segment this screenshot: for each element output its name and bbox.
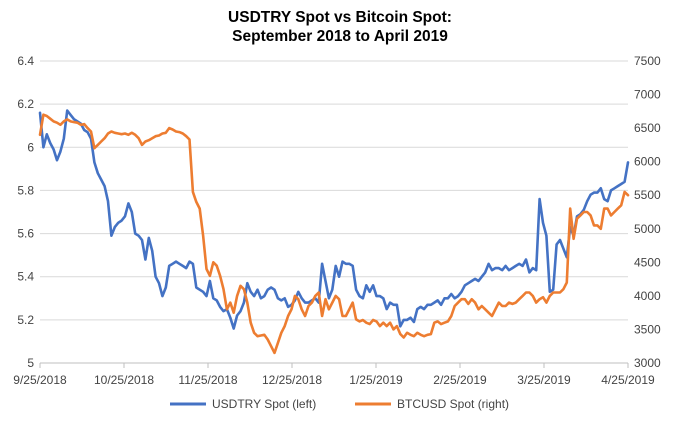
left-y-tick-label: 5.2 [17,313,34,327]
chart-title-line-2: September 2018 to April 2019 [232,28,448,45]
right-y-tick-label: 7000 [634,88,661,102]
x-tick-label: 2/25/2019 [433,373,487,387]
right-y-tick-label: 4500 [634,255,661,269]
right-y-tick-label: 6000 [634,155,661,169]
btcusd-series-line [38,113,630,355]
right-y-tick-label: 3500 [634,322,661,336]
right-y-tick-label: 3000 [634,356,661,370]
x-tick-label: 4/25/2019 [601,373,655,387]
right-y-tick-label: 5000 [634,222,661,236]
x-tick-label: 10/25/2018 [94,373,154,387]
left-y-tick-label: 6.2 [17,97,34,111]
left-y-tick-label: 6.4 [17,54,34,68]
x-tick-label: 1/25/2019 [349,373,403,387]
left-y-tick-label: 5.6 [17,227,34,241]
x-tick-label: 9/25/2018 [13,373,67,387]
right-y-tick-label: 6500 [634,121,661,135]
legend-label: USDTRY Spot (left) [212,397,316,411]
left-y-tick-label: 6 [27,140,34,154]
right-y-tick-label: 4000 [634,289,661,303]
x-tick-label: 12/25/2018 [262,373,322,387]
left-y-tick-label: 5 [27,356,34,370]
right-y-tick-label: 7500 [634,54,661,68]
usdtry-series-line [38,109,630,330]
legend-label: BTCUSD Spot (right) [397,397,509,411]
x-tick-label: 11/25/2018 [178,373,237,387]
left-y-tick-label: 5.4 [17,270,34,284]
x-tick-label: 3/25/2019 [517,373,571,387]
right-y-tick-label: 5500 [634,188,661,202]
chart-title-line-1: USDTRY Spot vs Bitcoin Spot: [228,9,452,26]
left-y-tick-label: 5.8 [17,183,34,197]
